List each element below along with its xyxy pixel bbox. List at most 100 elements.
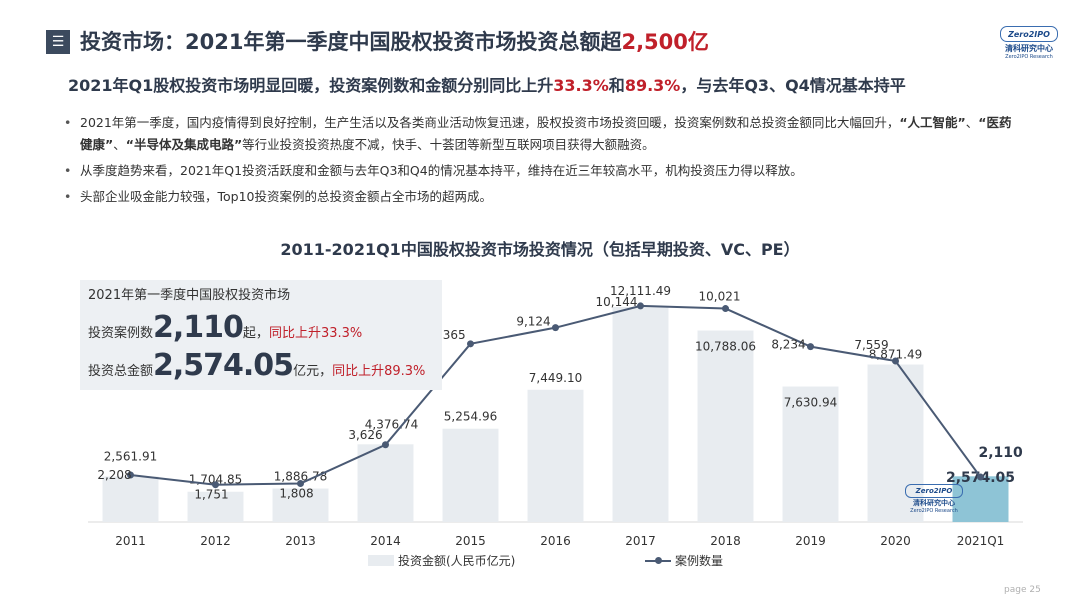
zero2ipo-logo: Zero2IPO 清科研究中心 Zero2IPO Research [1000,26,1058,60]
bar-2020 [867,364,924,522]
line-point-2012 [212,481,219,489]
line-point-2020 [892,357,899,365]
legend-line-swatch [645,556,671,564]
page-title: 投资市场：2021年第一季度中国股权投资市场投资总额超2,500亿 [80,26,709,56]
bar-2018 [697,330,754,522]
bullet-1-semi: “半导体及集成电路” [125,137,243,152]
chart-watermark-logo: Zero2IPO 清科研究中心 Zero2IPO Research [905,484,963,516]
x-tick-2018: 2018 [710,534,741,548]
wm-en: Zero2IPO Research [910,508,958,514]
amount-change: 同比上升89.3% [332,364,426,379]
x-tick-2012: 2012 [200,534,231,548]
bullet-1-ai: “人工智能” [899,115,966,130]
cases-value: 2,110 [153,310,244,345]
logo-mark: Zero2IPO [1000,26,1058,42]
x-tick-2020: 2020 [880,534,911,548]
bar-2016 [527,389,584,522]
subtitle-part2: 和 [608,76,625,95]
bar-2019 [782,386,839,522]
legend-bar-label: 投资金额(人民币亿元) [398,554,516,568]
line-label-2012: 1,751 [194,488,228,502]
amount-value: 2,574.05 [153,348,294,383]
bullet-1-text: 2021年第一季度，国内疫情得到良好控制，生产生活以及各类商业活动恢复迅速，股权… [80,115,900,130]
x-tick-2019: 2019 [795,534,826,548]
line-label-2013: 1,808 [279,486,313,500]
line-point-2011 [127,471,134,479]
bar-label-2015: 5,254.96 [444,410,497,424]
line-label-2019: 8,234 [771,338,805,352]
wm-mark: Zero2IPO [905,484,963,498]
line-point-2015 [467,340,474,348]
amount-label: 投资总金额 [88,364,154,379]
legend-bar: 投资金额(人民币亿元) [368,552,515,569]
bar-2021Q1 [952,476,1009,522]
bullet-1-sep2: 、 [113,137,126,152]
line-label-2011: 2,208 [97,468,131,482]
bullet-list: 2021年第一季度，国内疫情得到良好控制，生产生活以及各类商业活动恢复迅速，股权… [62,112,1022,208]
bar-label-2013: 1,886.78 [274,470,327,484]
subtitle: 2021年Q1股权投资市场明显回暖，投资案例数和金额分别同比上升33.3%和89… [68,72,906,96]
title-highlight: 2,500亿 [621,30,709,54]
bullet-1-tail: 等行业投资投资热度不减，快手、十荟团等新型互联网项目获得大额融资。 [242,137,655,152]
bar-2014 [357,444,414,522]
bar-label-2018: 10,788.06 [695,339,756,353]
x-tick-2017: 2017 [625,534,656,548]
bullet-1-health: “医药健康” [80,115,1012,152]
line-label-2014: 3,626 [348,428,382,442]
line-point-2019 [807,343,814,351]
x-tick-2016: 2016 [540,534,571,548]
bar-label-2017: 12,111.49 [610,284,671,298]
subtitle-part3: ，与去年Q3、Q4情况基本持平 [680,76,906,95]
info-box: 2021年第一季度中国股权投资市场 投资案例数2,110起，同比上升33.3% … [80,280,442,390]
line-point-2021Q1 [977,473,984,481]
wm-cn: 清科研究中心 [913,499,955,507]
line-point-2018 [722,305,729,313]
line-point-2016 [552,324,559,332]
bar-label-2016: 7,449.10 [529,371,582,385]
line-point-2014 [382,441,389,449]
page-number: page 25 [1004,585,1041,595]
bullet-1-sep1: 、 [965,115,979,130]
info-heading: 2021年第一季度中国股权投资市场 [88,288,291,303]
bullet-1: 2021年第一季度，国内疫情得到良好控制，生产生活以及各类商业活动恢复迅速，股权… [62,112,1022,156]
subtitle-hl2: 89.3% [624,76,681,95]
bullet-2: 从季度趋势来看，2021年Q1投资活跃度和金额与去年Q3和Q4的情况基本持平，维… [62,160,1022,182]
line-label-2020: 7,559 [854,338,888,352]
x-tick-2013: 2013 [285,534,316,548]
cases-change: 同比上升33.3% [268,326,363,341]
bullet-3: 头部企业吸金能力较强，Top10投资案例的总投资金额占全市场的超两成。 [62,186,1022,208]
legend-line-label: 案例数量 [675,554,724,568]
title-main: 投资市场：2021年第一季度中国股权投资市场投资总额超 [80,30,622,54]
line-label-2017: 10,144 [596,295,638,309]
info-cases-row: 投资案例数2,110起，同比上升33.3% [88,310,362,345]
menu-icon[interactable]: ☰ [46,30,70,54]
legend-bar-swatch [368,555,394,566]
x-tick-2021Q1: 2021Q1 [957,534,1005,548]
x-tick-2015: 2015 [455,534,486,548]
chart-title: 2011-2021Q1中国股权投资市场投资情况（包括早期投资、VC、PE） [280,240,800,259]
logo-cn: 清科研究中心 [1005,44,1053,53]
amount-unit: 亿元， [293,364,333,379]
cases-unit: 起， [242,326,269,341]
bar-2015 [442,428,499,522]
line-label-2018: 10,021 [699,290,741,304]
line-point-2017 [637,302,644,310]
bar-2013 [272,488,329,522]
bar-2017 [612,307,669,522]
x-tick-2014: 2014 [370,534,401,548]
line-label-2016: 9,124 [516,315,550,329]
subtitle-hl1: 33.3% [553,76,609,95]
line-point-2013 [297,479,304,487]
logo-en: Zero2IPO Research [1005,54,1053,60]
info-amount-row: 投资总金额2,574.05亿元，同比上升89.3% [88,348,425,383]
bar-label-2019: 7,630.94 [784,396,837,410]
x-tick-2011: 2011 [115,534,146,548]
line-label-2021Q1: 2,110 [979,445,1024,461]
legend-line: 案例数量 [645,552,723,569]
bar-2012 [187,491,244,522]
cases-label: 投资案例数 [88,326,154,341]
bar-2011 [102,476,159,522]
bar-label-2011: 2,561.91 [104,450,157,464]
subtitle-part1: 2021年Q1股权投资市场明显回暖，投资案例数和金额分别同比上升 [68,76,554,95]
